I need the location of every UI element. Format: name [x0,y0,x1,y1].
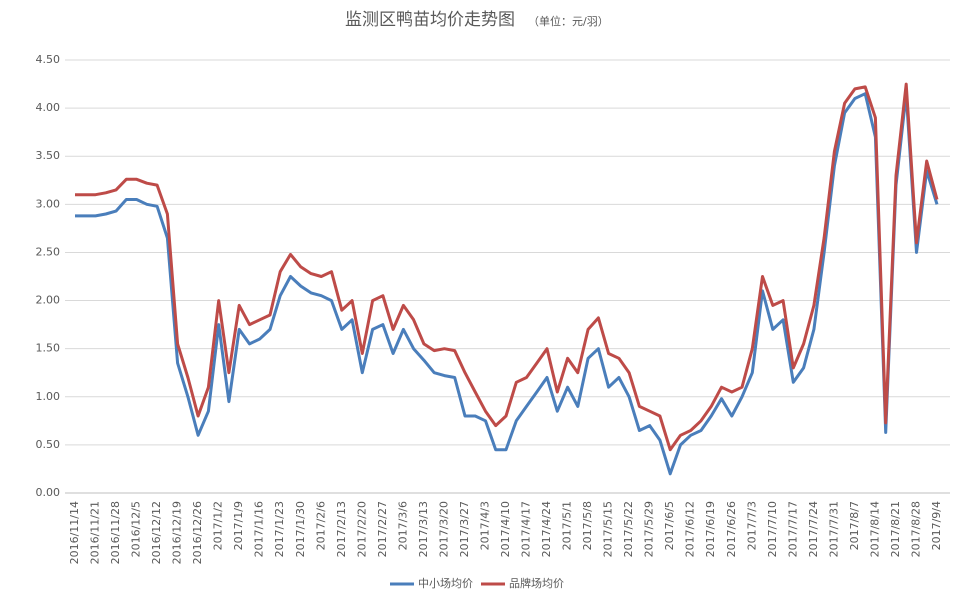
x-tick-label: 2017/4/17 [520,501,533,557]
x-tick-label: 2017/2/27 [376,501,389,557]
chart-title: 监测区鸭苗均价走势图 [345,10,515,30]
x-tick-label: 2017/6/26 [725,501,738,557]
x-tick-label: 2017/7/31 [827,501,840,557]
x-tick-label: 2017/7/10 [766,501,779,557]
y-tick-label: 1.50 [36,342,61,355]
series-line [75,92,939,476]
x-tick-label: 2017/5/8 [581,501,594,550]
x-tick-label: 2017/3/27 [458,501,471,557]
x-tick-label: 2017/1/30 [294,501,307,557]
x-tick-label: 2017/2/6 [314,501,327,550]
x-tick-label: 2016/11/21 [89,501,102,564]
x-tick-label: 2017/7/17 [786,501,799,557]
x-tick-label: 2017/3/6 [396,501,409,550]
x-tick-label: 2017/1/16 [253,501,266,557]
x-tick-label: 2017/6/12 [684,501,697,557]
y-tick-label: 4.50 [36,53,61,66]
x-tick-label: 2016/11/14 [68,501,81,564]
x-tick-label: 2017/6/19 [704,501,717,557]
x-tick-label: 2016/12/19 [171,501,184,564]
x-tick-label: 2017/1/2 [212,501,225,550]
x-tick-label: 2017/4/10 [499,501,512,557]
x-tick-label: 2017/5/22 [622,501,635,557]
x-tick-label: 2017/7/24 [807,501,820,557]
series-line [75,82,939,452]
y-tick-label: 2.00 [36,294,61,307]
x-tick-label: 2017/5/1 [561,501,574,550]
x-tick-label: 2017/1/9 [232,501,245,550]
x-tick-label: 2016/12/12 [150,501,163,564]
y-tick-label: 3.00 [36,197,61,210]
y-tick-label: 1.00 [36,390,61,403]
x-tick-label: 2016/12/5 [130,501,143,557]
x-tick-label: 2017/4/3 [478,501,491,550]
x-tick-label: 2017/4/24 [540,501,553,557]
x-tick-label: 2016/12/26 [191,501,204,564]
x-tick-label: 2016/11/28 [109,501,122,564]
x-tick-label: 2017/5/15 [602,501,615,557]
x-tick-label: 2017/2/20 [355,501,368,557]
x-tick-label: 2017/8/7 [848,501,861,550]
y-tick-label: 3.50 [36,149,61,162]
y-tick-label: 0.50 [36,438,61,451]
x-tick-label: 2017/3/13 [417,501,430,557]
x-tick-label: 2017/2/13 [335,501,348,557]
y-tick-label: 2.50 [36,245,61,258]
x-tick-label: 2017/8/21 [889,501,902,557]
y-tick-label: 0.00 [36,486,61,499]
legend-label: 品牌场均价 [509,576,564,590]
x-tick-label: 2017/6/5 [663,501,676,550]
legend-label: 中小场均价 [418,576,473,590]
x-tick-label: 2017/5/29 [643,501,656,557]
y-tick-label: 4.00 [36,101,61,114]
x-tick-label: 2017/8/28 [909,501,922,557]
x-tick-label: 2017/7/3 [745,501,758,550]
x-tick-label: 2017/3/20 [437,501,450,557]
x-tick-label: 2017/1/23 [273,501,286,557]
x-tick-label: 2017/8/14 [868,501,881,557]
x-tick-label: 2017/9/4 [930,501,943,550]
chart-subtitle: （单位：元/羽） [528,14,609,28]
